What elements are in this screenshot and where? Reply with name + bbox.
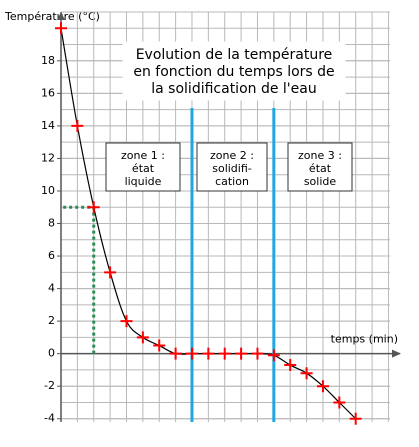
- point-marker: [251, 347, 264, 360]
- zone-label: solide: [304, 175, 337, 188]
- y-tick-label: 16: [41, 86, 55, 99]
- point-marker: [55, 22, 67, 35]
- point-marker: [120, 315, 133, 328]
- zone-box: [105, 142, 181, 192]
- chart-title: en fonction du temps lors de: [133, 64, 334, 80]
- chart-title: Evolution de la température: [136, 47, 333, 63]
- y-tick-label: 4: [48, 282, 55, 295]
- point-marker: [153, 339, 166, 352]
- y-tick-label: 2: [48, 314, 55, 327]
- chart-title: la solidification de l'eau: [151, 81, 316, 97]
- point-marker: [218, 347, 231, 360]
- zone-label: zone 3 :: [298, 149, 342, 162]
- point-marker: [202, 347, 215, 360]
- y-tick-label: 14: [41, 119, 55, 132]
- y-tick-label: 8: [48, 217, 55, 230]
- point-marker: [300, 367, 313, 380]
- zone-label: zone 1 :: [121, 149, 165, 162]
- y-tick-label: 6: [48, 249, 55, 262]
- x-axis-arrow: [392, 349, 401, 358]
- x-axis-label: temps (min): [331, 333, 398, 346]
- point-marker: [284, 359, 297, 372]
- point-marker: [349, 412, 362, 425]
- point-marker: [104, 266, 117, 279]
- point-marker: [136, 331, 149, 344]
- point-marker: [185, 347, 198, 360]
- zone-label: état: [132, 162, 155, 175]
- point-marker: [235, 347, 248, 360]
- zone-label: solidifi-: [212, 162, 252, 175]
- zone-box: [287, 142, 353, 192]
- zone-label: liquide: [125, 175, 162, 188]
- zone-label: état: [309, 162, 332, 175]
- zone-label: zone 2 :: [210, 149, 254, 162]
- y-tick-label: -2: [44, 379, 55, 392]
- y-tick-label: 0: [48, 347, 55, 360]
- y-axis-arrow: [57, 12, 65, 20]
- title-box: [122, 41, 346, 101]
- zone-label: cation: [215, 175, 249, 188]
- y-axis-label: Température (°C): [4, 10, 100, 23]
- point-marker: [169, 347, 182, 360]
- y-tick-label: 12: [41, 151, 55, 164]
- point-marker: [87, 201, 100, 214]
- y-tick-label: -4: [44, 412, 55, 425]
- y-tick-label: 10: [41, 184, 55, 197]
- point-marker: [333, 396, 346, 409]
- point-marker: [267, 349, 280, 362]
- point-marker: [316, 380, 329, 393]
- zone-box: [196, 142, 268, 192]
- y-tick-label: 18: [41, 54, 55, 67]
- point-marker: [71, 119, 84, 132]
